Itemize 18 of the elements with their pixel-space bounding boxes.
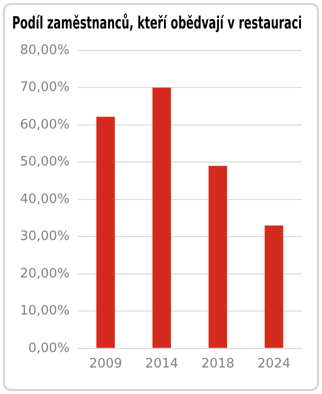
bar	[208, 166, 228, 348]
x-tick-label: 2018	[201, 356, 234, 372]
y-tick-label: 0,00%	[28, 340, 70, 356]
y-tick-label: 40,00%	[20, 192, 70, 207]
bar	[152, 88, 171, 348]
bar	[96, 116, 115, 348]
y-tick-label: 30,00%	[20, 229, 70, 244]
x-tick-label: 2024	[257, 356, 290, 372]
x-tick-label: 2009	[89, 356, 122, 372]
y-tick-label: 20,00%	[20, 266, 70, 282]
chart-title: Podíl zaměstnanců, kteří obědvají v restauraci	[12, 13, 302, 34]
y-tick-label: 70,00%	[20, 80, 70, 96]
y-tick-label: 50,00%	[20, 154, 70, 170]
x-tick-label: 2014	[145, 356, 178, 372]
y-tick-label: 80,00%	[20, 42, 70, 58]
y-tick-label: 60,00%	[20, 117, 70, 132]
y-tick-label: 10,00%	[20, 304, 70, 319]
bar	[264, 225, 284, 348]
